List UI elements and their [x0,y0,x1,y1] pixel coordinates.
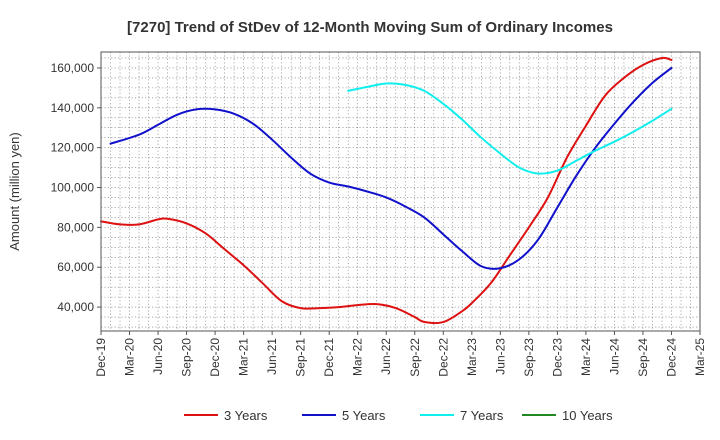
y-tick-label: 160,000 [51,61,95,75]
series-line-3-years [100,56,673,325]
x-tick-label: Jun-21 [265,338,279,375]
x-axis-ticks: Dec-19 Mar-20 Jun-20 Sep-20 Dec-20 Mar-21 Jun-… [94,331,707,377]
y-tick-label: 140,000 [51,101,95,115]
x-tick-label: Sep-23 [522,338,536,377]
y-axis-ticks: 40,000 60,000 80,000 100,000 120,000 140,000 1… [51,61,101,314]
x-tick-label: Dec-21 [322,338,336,377]
x-tick-label: Sep-22 [408,338,422,377]
x-tick-label: Mar-21 [237,338,251,376]
y-tick-label: 40,000 [57,300,94,314]
x-tick-label: Dec-23 [550,338,564,377]
y-tick-label: 120,000 [51,141,95,155]
x-tick-label: Sep-24 [636,338,650,377]
x-tick-label: Jun-20 [151,338,165,375]
legend-label: 3 Years [224,408,268,423]
legend-label: 5 Years [342,408,386,423]
grid [101,52,700,331]
y-axis-label: Amount (million yen) [7,132,22,251]
legend-label: 7 Years [460,408,504,423]
x-tick-label: Mar-22 [351,338,365,376]
x-tick-label: Mar-25 [693,338,707,376]
x-tick-label: Dec-22 [436,338,450,377]
series-line-7-years [347,82,673,175]
x-tick-label: Mar-23 [465,338,479,376]
y-tick-label: 80,000 [57,220,94,234]
x-tick-label: Jun-23 [493,338,507,375]
y-tick-label: 60,000 [57,260,94,274]
x-tick-label: Jun-22 [379,338,393,375]
x-tick-label: Dec-19 [94,338,108,377]
y-tick-label: 100,000 [51,181,95,195]
x-tick-label: Mar-24 [579,338,593,376]
x-tick-label: Sep-20 [180,338,194,377]
legend: 3 Years 5 Years 7 Years 10 Years [184,408,613,423]
series-line-5-years [109,66,673,270]
plot-frame [100,51,701,332]
x-tick-label: Dec-20 [208,338,222,377]
series-layer [100,56,673,325]
x-tick-label: Mar-20 [123,338,137,376]
chart-title: [7270] Trend of StDev of 12-Month Moving… [127,19,613,36]
x-tick-label: Sep-21 [294,338,308,377]
x-tick-label: Dec-24 [664,338,678,377]
legend-label: 10 Years [562,408,613,423]
x-tick-label: Jun-24 [607,338,621,375]
